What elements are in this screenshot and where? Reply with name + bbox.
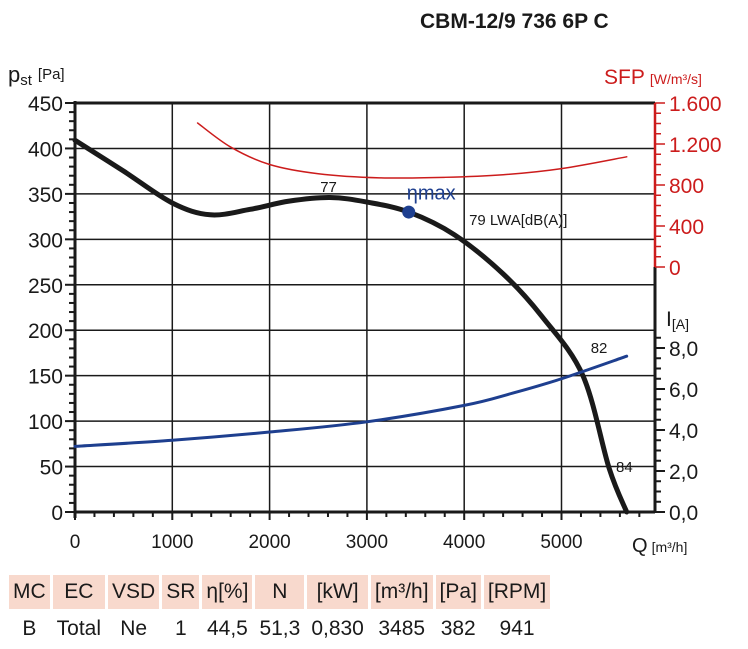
spec-header-n: N	[255, 575, 305, 609]
y-tick-label: 400	[28, 138, 63, 161]
spec-value-vsd: Ne	[120, 617, 148, 640]
spec-value-rpm: 941	[499, 617, 535, 640]
x-tick-label: 0	[70, 532, 81, 553]
x-tick-label: 2000	[248, 532, 290, 553]
sfp-tick-label: 0	[669, 257, 681, 280]
spec-value-sr: 1	[174, 617, 187, 640]
spec-header-row: MC EC VSD SR η[%] N [kW] [m³/h] [Pa] [RP…	[9, 575, 551, 609]
spec-header-flow: [m³/h]	[370, 575, 433, 609]
y-tick-label: 0	[51, 502, 63, 525]
sfp-tick-label: 800	[669, 175, 704, 198]
y-tick-label: 350	[28, 184, 63, 207]
sfp-tick-label: 1.600	[669, 93, 722, 116]
spec-table: MC EC VSD SR η[%] N [kW] [m³/h] [Pa] [RP…	[6, 575, 553, 649]
x-axis-title: Q [m³/h]	[632, 535, 687, 557]
sfp-tick-label: 400	[669, 216, 704, 239]
spec-value-n: 51,3	[259, 617, 301, 640]
eta-max-point	[402, 205, 416, 219]
spec-value-flow: 3485	[378, 617, 426, 640]
series-current-line	[73, 354, 629, 448]
x-tick-label: 3000	[346, 532, 388, 553]
y-tick-label: 200	[28, 320, 63, 343]
y-tick-label: 250	[28, 275, 63, 298]
spec-header-pressure: [Pa]	[435, 575, 481, 609]
spec-value-row: B Total Ne 1 44,5 51,3 0,830 3485 382 94…	[9, 609, 550, 649]
spec-header-mc: MC	[9, 575, 50, 609]
spec-value-mc: B	[22, 617, 37, 640]
spec-header-sr: SR	[162, 575, 200, 609]
current-tick-label: 0,0	[669, 502, 698, 525]
current-tick-label: 6,0	[669, 379, 698, 402]
current-axis-title: I[A]	[666, 308, 689, 332]
current-tick-label: 4,0	[669, 420, 698, 443]
series-static-pressure-line	[72, 137, 630, 515]
y-tick-label: 100	[28, 411, 63, 434]
current-tick-label: 2,0	[669, 461, 698, 484]
spec-header-power: [kW]	[307, 575, 368, 609]
sfp-axis-title: SFP [W/m³/s]	[604, 66, 702, 89]
fan-performance-chart: 0 50 100 150 200 250 300 350 400 450 0 1000 2000 3000…	[8, 62, 722, 557]
y-tick-label: 450	[28, 93, 63, 116]
sound-level-label: 82	[591, 340, 608, 357]
y-tick-label: 50	[40, 457, 63, 480]
eta-max-label: ηmax	[407, 182, 456, 204]
spec-value-ec: Total	[56, 617, 102, 640]
pressure-axis-title: pst [Pa]	[8, 62, 65, 89]
y-tick-label: 300	[28, 229, 63, 252]
spec-value-pressure: 382	[440, 617, 476, 640]
current-tick-label: 8,0	[669, 338, 698, 361]
x-tick-label: 1000	[151, 532, 193, 553]
spec-value-efficiency: 44,5	[206, 617, 248, 640]
spec-header-vsd: VSD	[108, 575, 160, 609]
chart-title: CBM-12/9 736 6P C	[420, 10, 609, 33]
spec-header-ec: EC	[52, 575, 106, 609]
sound-level-label: 84	[616, 459, 633, 476]
series-sfp-line	[196, 122, 628, 179]
x-tick-label: 5000	[540, 532, 582, 553]
spec-value-power: 0,830	[311, 617, 364, 640]
sound-level-label: 79 LWA[dB(A)]	[469, 212, 567, 229]
sfp-tick-label: 1.200	[669, 134, 722, 157]
y-tick-label: 150	[28, 366, 63, 389]
x-tick-label: 4000	[443, 532, 485, 553]
spec-header-rpm: [RPM]	[483, 575, 551, 609]
spec-header-efficiency: η[%]	[202, 575, 253, 609]
sound-level-label: 77	[320, 179, 337, 196]
